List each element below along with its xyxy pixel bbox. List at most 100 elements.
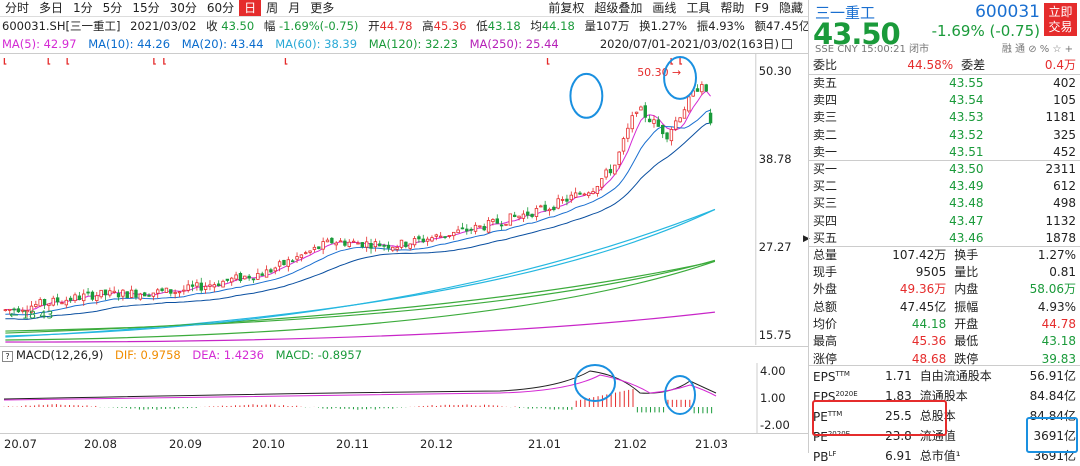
macd-question-icon[interactable]: ?: [2, 351, 13, 362]
candle-body: [378, 243, 382, 247]
collapse-arrow-icon[interactable]: ▶: [803, 234, 810, 244]
quote-info-bar: 600031.SH[三一重工] 2021/03/02 收 43.50 幅 -1.…: [0, 17, 808, 35]
period-tab-1[interactable]: 多日: [39, 1, 64, 15]
macd-axis-label: 4.00: [760, 364, 786, 378]
candle-body: [208, 284, 212, 287]
quote-row: 买五 43.46 1878: [813, 231, 1076, 246]
tool-button-6[interactable]: 隐藏: [778, 1, 803, 15]
ma5-label: MA(5): 42.97: [2, 37, 77, 51]
candle-body: [338, 240, 343, 243]
order-ratio-table: 委比 44.58% 委差 0.4万: [809, 57, 1080, 74]
macd-chart[interactable]: 4.00 1.00 -2.00: [0, 363, 808, 433]
tool-button-5[interactable]: F9: [754, 1, 769, 15]
quote-date: 2021/03/02: [130, 19, 197, 33]
stock-code-large: 600031: [975, 2, 1040, 22]
quote-row: 卖五 43.55 402: [813, 76, 1076, 90]
tool-button-4[interactable]: 帮助: [720, 1, 745, 15]
stock-code: 600031.SH[三一重工]: [2, 19, 121, 33]
candle-body: [25, 310, 29, 313]
ma250-line: [5, 311, 716, 343]
quote-row: 买四 43.47 1132: [813, 213, 1076, 228]
tool-button-2[interactable]: 画线: [652, 1, 677, 15]
quote-row: 卖二 43.52 325: [813, 127, 1076, 142]
quote-row: 卖四 43.54 105: [813, 93, 1076, 108]
candle-body: [482, 226, 486, 231]
high-annotation: 50.30 →: [637, 66, 681, 79]
period-tab-3[interactable]: 5分: [102, 1, 123, 15]
ma120-line: [5, 260, 716, 334]
period-tab-9[interactable]: 月: [288, 1, 301, 15]
period-tab-8[interactable]: 周: [266, 1, 279, 15]
candle-body: [600, 178, 604, 188]
ma-line: [5, 109, 711, 316]
candle-body: [478, 225, 482, 228]
dea-line: [3, 374, 717, 401]
candle-body: [160, 288, 164, 291]
candle-body: [404, 241, 408, 247]
date-tick: 20.11: [336, 437, 369, 451]
tool-button-0[interactable]: 前复权: [548, 1, 585, 15]
candle-body: [138, 293, 143, 300]
candle-body: [230, 277, 234, 283]
period-tab-0[interactable]: 分时: [5, 1, 30, 15]
candle-body: [134, 289, 138, 298]
candle-body: [216, 283, 221, 287]
candle-body: [639, 106, 643, 111]
ma250-label: MA(250): 25.44: [469, 37, 559, 51]
event-marker: [546, 57, 550, 65]
period-tab-10[interactable]: 更多: [310, 1, 335, 15]
period-tab-4[interactable]: 15分: [132, 1, 160, 15]
candle-body: [456, 229, 460, 234]
quote-row: 外盘 49.36万 内盘 58.06万: [813, 282, 1076, 297]
candle-body: [256, 272, 260, 280]
amount-value: 47.45亿: [765, 19, 808, 33]
candle-body: [269, 269, 273, 273]
candle-body: [186, 284, 190, 291]
highlight-circle: [574, 364, 616, 402]
last-price: 43.50: [813, 17, 901, 51]
candle-body: [125, 291, 129, 299]
kline-chart[interactable]: 50.30 38.78 27.27 15.75 ← 18.43 50.30 →: [0, 53, 808, 345]
candle-body: [177, 291, 182, 294]
candle-body: [560, 199, 565, 201]
quote-row: 卖一 43.51 452: [813, 145, 1076, 160]
avg-value: 44.18: [541, 19, 575, 33]
candle-body: [221, 280, 225, 288]
tool-button-1[interactable]: 超级叠加: [594, 1, 643, 15]
candle-body: [700, 84, 704, 93]
tool-button-3[interactable]: 工具: [686, 1, 711, 15]
candle-body: [182, 289, 186, 292]
dif-label: DIF: 0.9758: [115, 348, 181, 362]
candle-body: [578, 192, 582, 195]
candle-body: [199, 282, 203, 291]
period-tab-2[interactable]: 1分: [73, 1, 93, 15]
candle-body: [582, 193, 587, 196]
ma60-line: [5, 208, 716, 337]
candle-body: [108, 290, 112, 296]
candle-body: [277, 261, 282, 267]
candle-body: [395, 247, 399, 250]
quote-tools-icons[interactable]: 融 通 ⊘ % ☆ +: [1001, 44, 1073, 55]
turnover-value: 1.27%: [650, 19, 688, 33]
date-tick: 20.08: [84, 437, 117, 451]
candle-body: [90, 291, 95, 300]
trade-now-button[interactable]: 立即 交易: [1044, 3, 1077, 36]
candle-body: [195, 282, 199, 287]
candle-body: [465, 228, 469, 232]
candle-body: [312, 246, 317, 250]
event-marker: [284, 57, 288, 65]
date-range[interactable]: 2020/07/01-2021/03/02(163日): [600, 36, 800, 52]
candle-body: [621, 138, 626, 152]
candle-body: [652, 119, 656, 124]
candle-body: [29, 305, 34, 313]
period-tab-7[interactable]: 日: [239, 0, 262, 16]
candle-body: [12, 308, 16, 311]
macd-value: MACD: -0.8957: [275, 348, 363, 362]
candle-body: [330, 237, 334, 244]
event-marker: [163, 57, 166, 65]
period-tab-5[interactable]: 30分: [169, 1, 197, 15]
close-value: 43.50: [221, 19, 255, 33]
candle-body: [295, 256, 299, 260]
event-marker: [47, 57, 51, 65]
period-tab-6[interactable]: 60分: [206, 1, 235, 15]
